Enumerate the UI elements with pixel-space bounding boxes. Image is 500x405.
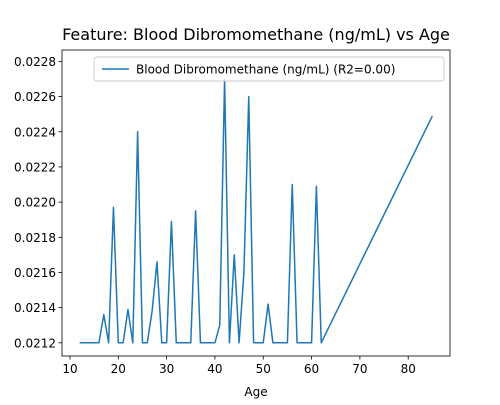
series-line-0 bbox=[79, 78, 434, 344]
x-tick-label: 80 bbox=[401, 362, 416, 376]
legend-box bbox=[93, 56, 445, 82]
y-tick-label: 0.0228 bbox=[14, 55, 56, 69]
axes-frame bbox=[61, 49, 451, 357]
x-tick-label: 50 bbox=[256, 362, 271, 376]
y-tick-label: 0.0222 bbox=[14, 160, 56, 174]
x-tick-label: 60 bbox=[304, 362, 319, 376]
y-tick-label: 0.0220 bbox=[14, 196, 56, 210]
y-tick-label: 0.0216 bbox=[14, 266, 56, 280]
y-tick-label: 0.0226 bbox=[14, 90, 56, 104]
plot-area: 10 20 30 40 50 60 70 80 0.0212 0.0214 0.0216 0.0218… bbox=[14, 49, 451, 376]
y-tick-label: 0.0214 bbox=[14, 301, 56, 315]
x-axis-label: Age bbox=[244, 385, 267, 399]
x-tick-label: 70 bbox=[352, 362, 367, 376]
y-tick-label: 0.0224 bbox=[14, 125, 56, 139]
x-tick-label: 40 bbox=[207, 362, 222, 376]
chart-title: Feature: Blood Dibromomethane (ng/mL) vs… bbox=[62, 25, 450, 44]
y-tick-label: 0.0212 bbox=[14, 336, 56, 350]
legend-label: Blood Dibromomethane (ng/mL) (R2=0.00) bbox=[136, 63, 395, 77]
x-tick-label: 10 bbox=[62, 362, 77, 376]
x-tick-label: 20 bbox=[111, 362, 126, 376]
x-tick-label: 30 bbox=[159, 362, 174, 376]
y-tick-label: 0.0218 bbox=[14, 231, 56, 245]
